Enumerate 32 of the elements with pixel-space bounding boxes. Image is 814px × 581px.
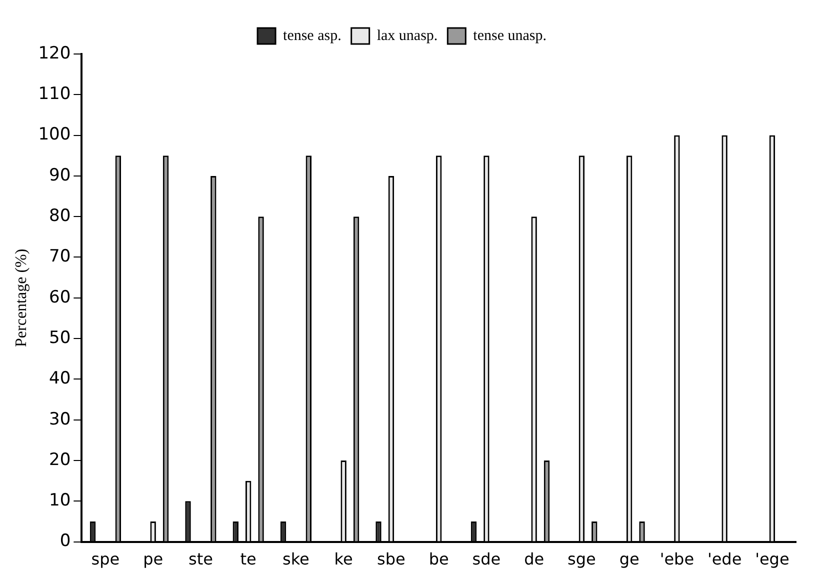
- x-tick-label: ke: [334, 550, 353, 569]
- y-tick-label: 20: [49, 450, 71, 470]
- y-tick-label: 50: [49, 328, 71, 348]
- y-tick-label: 100: [38, 124, 71, 145]
- y-tick-label: 70: [49, 246, 71, 267]
- x-tick-label: ske: [282, 550, 310, 569]
- x-tick-label: ste: [188, 550, 213, 569]
- legend-label: lax unasp.: [376, 28, 438, 44]
- y-tick-label: 30: [49, 409, 71, 430]
- x-tick-label: spe: [91, 550, 120, 569]
- y-tick-label: 90: [49, 165, 71, 186]
- x-tick-label: te: [240, 550, 256, 569]
- x-tick-label: be: [428, 550, 449, 569]
- y-tick-label: 110: [38, 84, 71, 104]
- x-tick-label: sbe: [377, 550, 406, 569]
- y-tick-label: 0: [60, 531, 71, 552]
- x-tick-label: 'ede: [707, 550, 742, 569]
- y-tick-label: 10: [49, 490, 71, 511]
- legend-label: tense asp.: [283, 28, 342, 44]
- y-tick-label: 60: [49, 287, 71, 308]
- x-tick-label: pe: [143, 550, 164, 569]
- y-tick-label: 80: [49, 206, 71, 226]
- x-tick-label: ge: [619, 550, 640, 569]
- x-tick-label: de: [524, 550, 544, 569]
- legend-label: tense unasp.: [473, 28, 546, 44]
- y-tick-label: 40: [49, 368, 71, 389]
- y-tick-label: 120: [38, 43, 71, 64]
- x-tick-label: sde: [472, 550, 501, 569]
- x-tick-label: sge: [568, 550, 596, 569]
- x-tick-label: 'ebe: [660, 550, 694, 569]
- x-tick-label: 'ege: [755, 550, 790, 569]
- y-axis-title: Percentage (%): [12, 248, 30, 347]
